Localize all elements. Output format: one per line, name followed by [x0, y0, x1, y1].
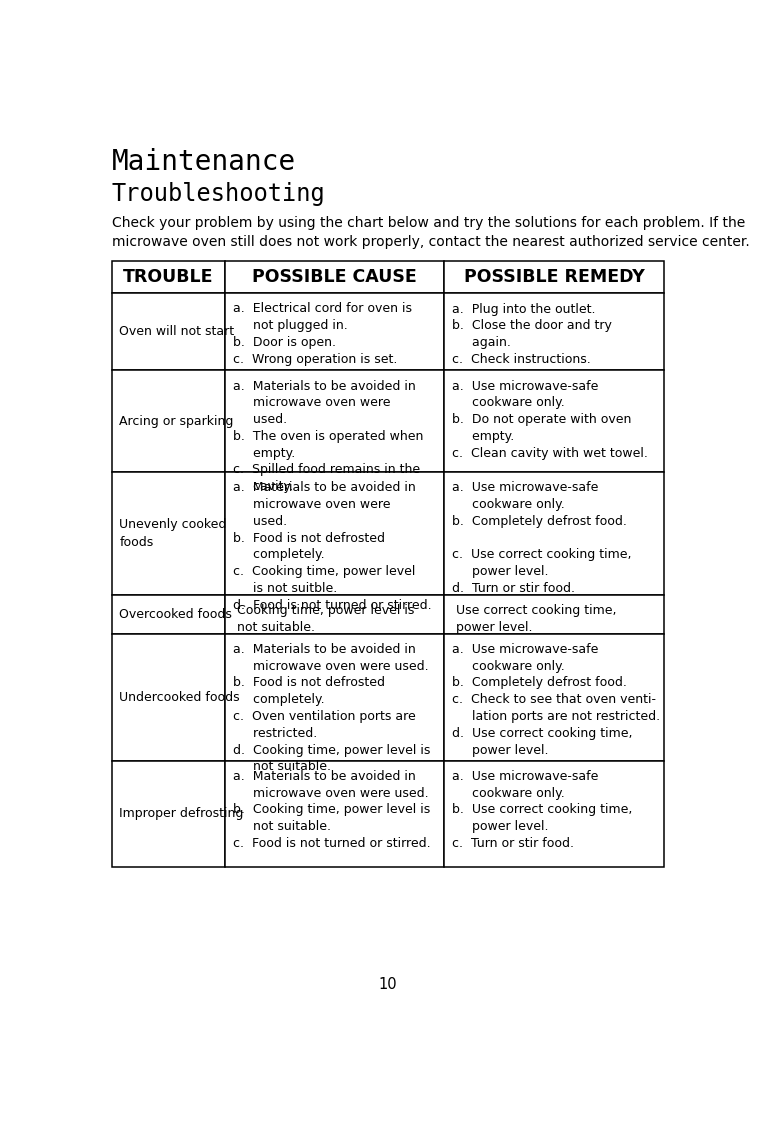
Bar	[112, 370, 225, 472]
Bar	[112, 293, 225, 370]
Bar	[225, 472, 444, 595]
Text: a.  Electrical cord for oven is
     not plugged in.
b.  Door is open.
c.  Wrong: a. Electrical cord for oven is not plugg…	[232, 303, 412, 366]
Text: Check your problem by using the chart below and try the solutions for each probl: Check your problem by using the chart be…	[112, 217, 749, 249]
Text: Unevenly cooked
foods: Unevenly cooked foods	[120, 518, 227, 549]
Text: a.  Use microwave-safe
     cookware only.
b.  Do not operate with oven
     emp: a. Use microwave-safe cookware only. b. …	[452, 379, 648, 460]
Text: 10: 10	[378, 977, 397, 992]
Bar	[444, 293, 664, 370]
Text: Improper defrosting: Improper defrosting	[120, 808, 244, 820]
Bar	[444, 761, 664, 867]
Bar	[225, 370, 444, 472]
Text: TROUBLE: TROUBLE	[123, 268, 213, 286]
Text: a.  Use microwave-safe
     cookware only.
b.  Use correct cooking time,
     po: a. Use microwave-safe cookware only. b. …	[452, 770, 632, 850]
Text: Oven will not start: Oven will not start	[120, 325, 235, 338]
Bar	[444, 472, 664, 595]
Text: a.  Materials to be avoided in
     microwave oven were used.
b.  Food is not de: a. Materials to be avoided in microwave …	[232, 643, 430, 773]
Text: POSSIBLE REMEDY: POSSIBLE REMEDY	[464, 268, 645, 286]
Bar	[444, 634, 664, 761]
Text: Undercooked foods: Undercooked foods	[120, 691, 240, 703]
Bar	[112, 595, 225, 634]
Bar	[112, 634, 225, 761]
Text: a.  Materials to be avoided in
     microwave oven were
     used.
b.  Food is n: a. Materials to be avoided in microwave …	[232, 481, 431, 611]
Bar	[225, 293, 444, 370]
Text: Cooking time, power level is
 not suitable.: Cooking time, power level is not suitabl…	[232, 605, 414, 634]
Bar	[112, 761, 225, 867]
Text: Troubleshooting: Troubleshooting	[112, 183, 326, 206]
Text: a.  Plug into the outlet.
b.  Close the door and try
     again.
c.  Check instr: a. Plug into the outlet. b. Close the do…	[452, 303, 612, 366]
Text: Overcooked foods: Overcooked foods	[120, 608, 232, 620]
Text: Use correct cooking time,
 power level.: Use correct cooking time, power level.	[452, 605, 616, 634]
Text: Maintenance: Maintenance	[112, 148, 296, 176]
Bar	[225, 595, 444, 634]
Bar	[444, 261, 664, 293]
Text: a.  Materials to be avoided in
     microwave oven were used.
b.  Cooking time, : a. Materials to be avoided in microwave …	[232, 770, 430, 850]
Bar	[225, 261, 444, 293]
Bar	[112, 261, 225, 293]
Text: a.  Use microwave-safe
     cookware only.
b.  Completely defrost food.
c.  Chec: a. Use microwave-safe cookware only. b. …	[452, 643, 660, 756]
Text: POSSIBLE CAUSE: POSSIBLE CAUSE	[252, 268, 417, 286]
Bar	[225, 761, 444, 867]
Bar	[225, 634, 444, 761]
Bar	[444, 370, 664, 472]
Bar	[444, 595, 664, 634]
Text: a.  Materials to be avoided in
     microwave oven were
     used.
b.  The oven : a. Materials to be avoided in microwave …	[232, 379, 423, 494]
Bar	[112, 472, 225, 595]
Text: a.  Use microwave-safe
     cookware only.
b.  Completely defrost food.

c.  Use: a. Use microwave-safe cookware only. b. …	[452, 481, 631, 595]
Text: Arcing or sparking: Arcing or sparking	[120, 415, 234, 427]
